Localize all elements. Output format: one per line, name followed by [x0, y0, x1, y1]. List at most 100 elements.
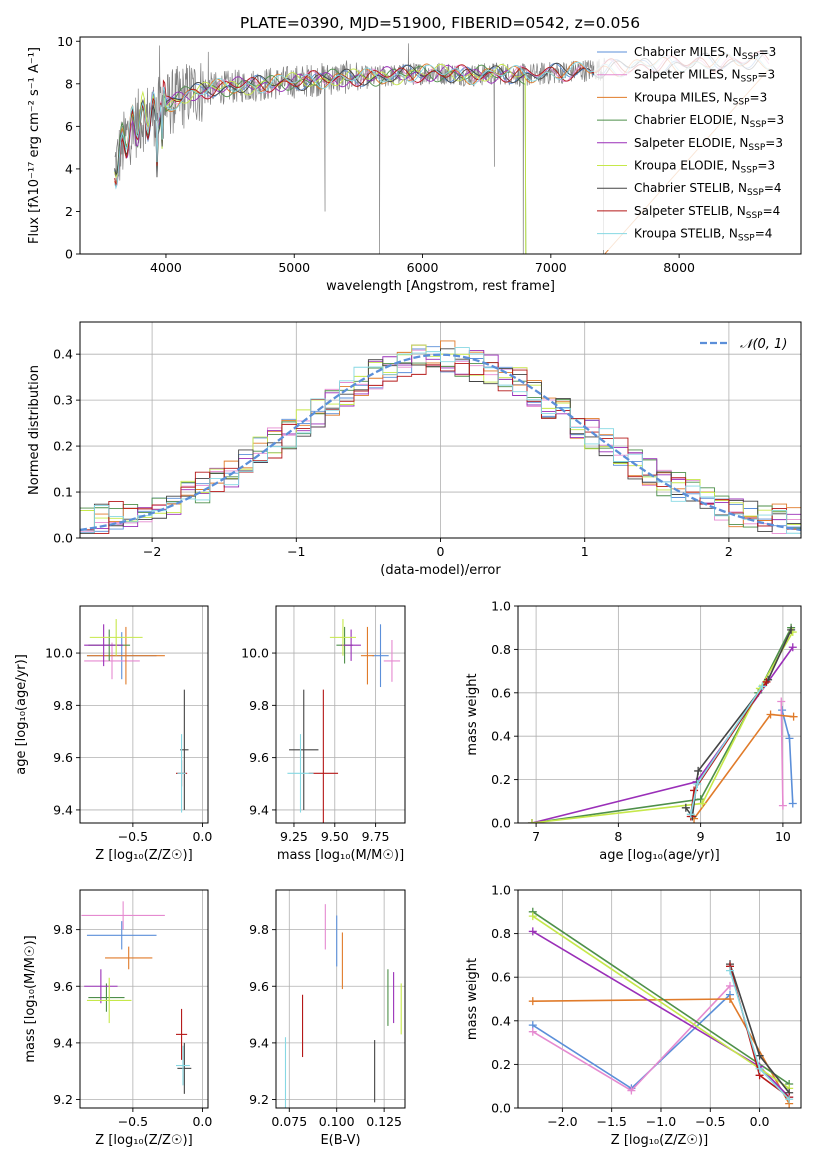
mass-weight-vs-age-xtick-label: 7 — [532, 829, 540, 844]
mass-weight-vs-Z-xtick-label: −1.0 — [646, 1114, 676, 1129]
mass-vs-ebv-panel: 0.075 0.100 0.125 9.2 9.4 9.6 9.8 E(B-V) — [249, 889, 406, 1148]
age-vs-Z-plot-area — [80, 606, 208, 823]
residuals-ytick-label: 0.3 — [53, 393, 73, 408]
spectrum-observed-line — [114, 43, 606, 254]
spectrum-ytick-label: 8 — [65, 76, 73, 91]
mass-vs-Z-point — [86, 921, 157, 950]
mass-vs-Z-xlabel: Z [log₁₀(Z/Z☉)] — [95, 1133, 192, 1148]
age-vs-Z-ytick-label: 9.4 — [53, 802, 73, 817]
mass-weight-vs-age-marker — [762, 677, 771, 686]
age-vs-Z-xlabel: Z [log₁₀(Z/Z☉)] — [95, 848, 192, 863]
age-vs-Z-point — [84, 624, 124, 667]
spectrum-ytick-label: 6 — [65, 119, 73, 134]
mass-weight-vs-age-marks — [518, 606, 801, 823]
mass-weight-vs-Z-ytick-label: 0.8 — [491, 926, 511, 941]
mass-weight-vs-age-plot-area — [518, 606, 801, 823]
age-vs-mass-xtick-label: 9.50 — [321, 829, 349, 844]
residuals-xtick-label: −2 — [143, 544, 161, 559]
mass-weight-vs-age-ytick-label: 0.8 — [491, 642, 511, 657]
residuals-ytick-label: 0.2 — [53, 439, 73, 454]
age-vs-Z-panel: −0.5 0.0 9.4 9.6 9.8 10.0 Z [log₁₀(Z/Z☉)] age [… — [14, 605, 212, 863]
age-vs-mass-ytick-label: 10.0 — [241, 646, 269, 661]
residuals-xtick-label: 0 — [437, 544, 445, 559]
mass-vs-Z-ytick-label: 9.4 — [53, 1035, 73, 1050]
residual-legend-entry: 𝒩(0, 1) — [740, 337, 787, 352]
mass-weight-vs-Z-xtick-label: −2.0 — [547, 1114, 577, 1129]
spectrum-ytick-label: 4 — [65, 161, 73, 176]
spectrum-frame — [79, 36, 802, 255]
residuals-ytick-label: 0.1 — [53, 485, 73, 500]
age-vs-mass-xtick-label: 9.25 — [280, 829, 308, 844]
mass-weight-vs-age-xtick-label: 9 — [697, 829, 705, 844]
spectrum-ytick-label: 10 — [57, 34, 73, 49]
mass-weight-vs-Z-series-line — [532, 911, 790, 1085]
mass-weight-vs-Z-xtick-label: −0.5 — [695, 1114, 725, 1129]
age-vs-Z-point — [89, 619, 143, 656]
mass-vs-Z-ylabel: mass [log₁₀(M/M☉)] — [23, 935, 38, 1062]
mass-weight-vs-Z-marker — [726, 966, 735, 975]
mass-weight-vs-age-marker — [789, 712, 798, 721]
age-vs-Z-ytick-label: 10.0 — [45, 646, 73, 661]
spectrum-model-line — [114, 63, 527, 254]
residual-histogram — [80, 362, 801, 538]
mass-weight-vs-Z-marker — [726, 981, 735, 990]
mass-weight-vs-Z-marker — [528, 927, 537, 936]
mass-weight-vs-Z-marker — [755, 1051, 764, 1060]
mass-weight-vs-Z-ytick-label: 0.6 — [491, 970, 511, 985]
spectrum-ytick-label: 2 — [65, 204, 73, 219]
residuals-frame — [79, 321, 802, 539]
mass-weight-vs-age-marker — [693, 779, 702, 788]
mass-vs-ebv-xtick-label: 0.125 — [366, 1114, 402, 1129]
mass-weight-vs-age-marker — [686, 810, 695, 819]
age-vs-mass-ytick-label: 9.8 — [249, 698, 269, 713]
mass-weight-vs-age-marker — [694, 766, 703, 775]
residuals-ytick-label: 0.4 — [53, 347, 73, 362]
mass-weight-vs-age-ylabel: mass weight — [465, 673, 480, 755]
mass-weight-vs-Z-ylabel: mass weight — [465, 958, 480, 1040]
age-vs-mass-point — [287, 734, 314, 813]
age-vs-Z-xtick-label: −0.5 — [118, 829, 148, 844]
mass-vs-ebv-ytick-label: 9.4 — [249, 1035, 269, 1050]
mass-weight-vs-age-marker — [527, 819, 536, 823]
mass-weight-vs-age-marker — [788, 643, 797, 652]
mass-vs-Z-point — [81, 901, 165, 930]
age-vs-Z-xtick-label: 0.0 — [192, 829, 212, 844]
figure-title: PLATE=0390, MJD=51900, FIBERID=0542, z=0… — [240, 14, 640, 32]
residuals-xtick-label: −1 — [287, 544, 305, 559]
mass-weight-vs-Z-marker — [726, 995, 735, 1003]
mass-vs-Z-point — [176, 1008, 188, 1060]
spectrum-legend-entry: Chabrier MILES, NSSP=3 — [634, 45, 776, 62]
age-vs-mass-xlabel: mass [log₁₀(M/M☉)] — [277, 848, 404, 863]
mass-weight-vs-age-series-line — [531, 646, 794, 823]
age-vs-mass-point — [360, 626, 374, 685]
mass-weight-vs-Z-plot-area — [518, 890, 801, 1108]
mass-weight-vs-age-marker — [777, 697, 786, 706]
age-vs-mass-panel: 9.25 9.50 9.75 9.4 9.6 9.8 10.0 mass [log₁₀(M/M… — [241, 605, 406, 863]
mass-weight-vs-age-xtick-label: 8 — [614, 829, 622, 844]
mass-vs-Z-point — [177, 1042, 192, 1094]
mass-weight-vs-Z-ytick-label: 0.4 — [491, 1013, 511, 1028]
mass-weight-vs-Z-marker — [528, 912, 537, 921]
age-vs-Z-point — [177, 734, 186, 813]
spectrum-legend: Chabrier MILES, NSSP=3 Salpeter MILES, NS… — [594, 42, 798, 250]
spectrum-legend-entry: Kroupa ELODIE, NSSP=3 — [634, 159, 775, 176]
spectrum-model-line — [114, 64, 527, 254]
mass-weight-vs-age-marker — [696, 795, 705, 804]
spectrum-panel: 4000 5000 6000 7000 8000 0 2 4 6 8 10 wavelength [A… — [27, 34, 802, 294]
age-vs-mass-ytick-label: 9.6 — [249, 750, 269, 765]
mass-weight-vs-Z-ytick-label: 0.0 — [491, 1101, 511, 1116]
spectrum-ytick-label: 0 — [65, 247, 73, 262]
mass-weight-vs-age-marker — [778, 801, 787, 810]
mass-weight-vs-Z-series-line — [532, 915, 790, 1090]
age-vs-Z-ytick-label: 9.6 — [53, 750, 73, 765]
mass-weight-vs-age-marker — [788, 799, 797, 808]
age-vs-Z-ytick-label: 9.8 — [53, 698, 73, 713]
mass-weight-vs-age-series-line — [781, 709, 794, 804]
mass-vs-Z-plot-area — [80, 890, 208, 1108]
mass-vs-ebv-xtick-label: 0.075 — [271, 1114, 307, 1129]
spectrum-xlabel: wavelength [Angstrom, rest frame] — [326, 279, 555, 294]
mass-weight-vs-Z-xtick-label: 0.0 — [750, 1114, 770, 1129]
age-vs-Z-point — [84, 642, 140, 680]
mass-weight-vs-Z-marker — [528, 1027, 537, 1036]
